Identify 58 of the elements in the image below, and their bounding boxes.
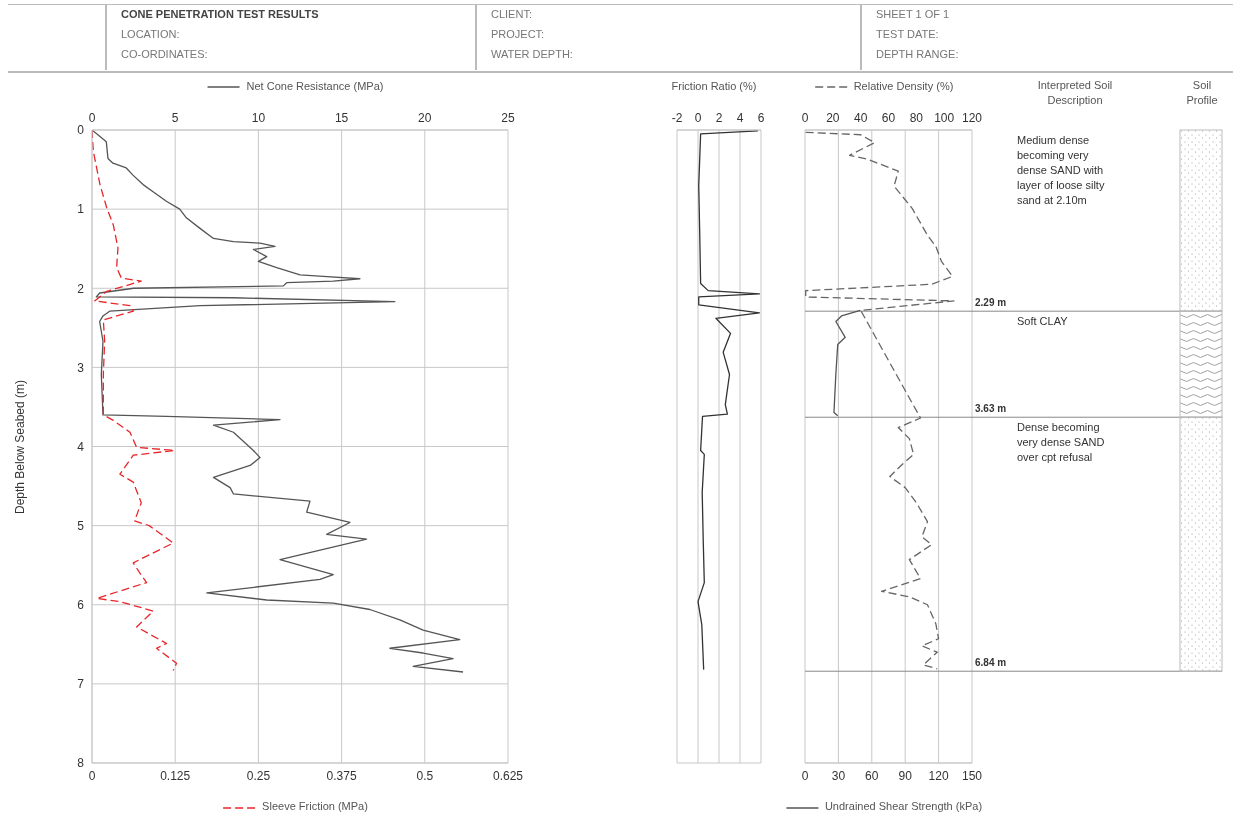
x2-tick-label: 5 <box>171 111 179 125</box>
x-tick-label: 6 <box>757 111 765 125</box>
text: Soil Profile <box>1185 78 1219 108</box>
x-tick-label: 150 <box>961 768 983 783</box>
x-tick-label: -2 <box>671 111 683 125</box>
x-tick-label: 4 <box>736 111 744 125</box>
x-tick-label: 0 <box>88 768 96 783</box>
x-tick-label: 60 <box>865 768 879 783</box>
y-tick-label: 4 <box>77 439 85 454</box>
text: DEPTH RANGE: <box>876 47 960 62</box>
y-tick-label: 0 <box>77 123 85 138</box>
y-axis-title: Depth Below Seabed (m) <box>13 379 27 514</box>
y-tick-label: 7 <box>77 677 85 692</box>
y-tick-label: 1 <box>77 202 85 217</box>
legend-label: Relative Density (%) <box>852 80 954 92</box>
x-tick-label: 0 <box>694 111 702 125</box>
x2-tick-label: 100 <box>934 111 955 125</box>
y-tick-label: 6 <box>77 598 85 613</box>
x-tick-label: 2 <box>715 111 723 125</box>
x-axis-title: Undrained Shear Strength (kPa) <box>824 800 983 812</box>
text: PROJECT: <box>491 27 546 42</box>
x2-tick-label: 15 <box>334 111 349 125</box>
ref-line-label: 6.84 m <box>975 656 1007 671</box>
x-axis-title: Sleeve Friction (MPa) <box>262 800 368 812</box>
x2-tick-label: 10 <box>251 111 266 125</box>
text: Medium dense becoming very dense SAND with layer of loose silty sand at 2.10m <box>1017 133 1106 208</box>
y-tick-label: 3 <box>77 360 85 375</box>
ref-line-label: 2.29 m <box>975 296 1007 311</box>
text: Soft CLAY <box>1017 314 1069 330</box>
text: Interpreted Soil Description <box>1036 78 1114 108</box>
text: WATER DEPTH: <box>491 47 574 62</box>
x-tick-label: 0.125 <box>160 768 191 783</box>
text: SHEET 1 OF 1 <box>876 7 951 22</box>
x-axis-title: Friction Ratio (%) <box>671 80 757 92</box>
legend-label: Net Cone Resistance (MPa) <box>245 80 384 92</box>
x2-tick-label: 25 <box>501 111 515 125</box>
text: CLIENT: <box>491 7 533 22</box>
x2-tick-label: 80 <box>909 111 924 125</box>
text: TEST DATE: <box>876 27 940 42</box>
ref-line-label: 3.63 m <box>975 402 1007 417</box>
x-tick-label: 0.625 <box>492 768 524 783</box>
x2-tick-label: 20 <box>826 111 840 125</box>
text: Dense becoming very dense SAND over cpt refusal <box>1017 420 1106 466</box>
x-tick-label: 0.375 <box>326 768 357 783</box>
x2-tick-label: 40 <box>853 111 868 125</box>
text: CO-ORDINATES: <box>121 47 209 62</box>
y-tick-label: 8 <box>77 756 85 771</box>
x-tick-label: 0.25 <box>246 768 271 783</box>
x-tick-label: 90 <box>898 768 913 783</box>
x-tick-label: 30 <box>831 768 846 783</box>
x2-tick-label: 20 <box>418 111 432 125</box>
text: LOCATION: <box>121 27 181 42</box>
x-tick-label: 0.5 <box>416 768 434 783</box>
x-tick-label: 0 <box>801 768 809 783</box>
text: CONE PENETRATION TEST RESULTS <box>121 7 320 22</box>
y-tick-label: 5 <box>77 518 85 533</box>
y-tick-label: 2 <box>77 281 85 296</box>
x-tick-label: 120 <box>928 768 949 783</box>
